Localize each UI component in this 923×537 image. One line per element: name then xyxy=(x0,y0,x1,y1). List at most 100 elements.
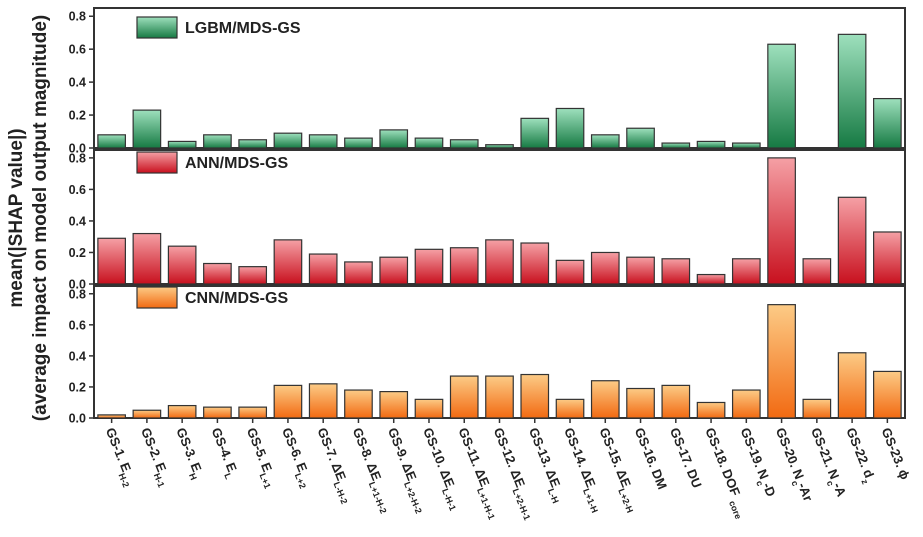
bar xyxy=(379,391,409,419)
bar xyxy=(414,137,444,149)
bar xyxy=(203,134,232,149)
bar xyxy=(344,389,373,419)
bar xyxy=(696,401,726,419)
y-tick-label: 0.8 xyxy=(69,10,86,24)
panel-1: 0.0 0.2 0.4 0.6 0.8 LGBM/MDS-GS xyxy=(69,7,906,156)
bar xyxy=(802,398,832,419)
bar xyxy=(555,398,585,419)
bar xyxy=(414,248,444,285)
bar xyxy=(520,117,550,149)
y-axis-title-line1: mean(|SHAP value|) xyxy=(6,128,27,307)
bar xyxy=(344,261,373,285)
bar xyxy=(731,142,761,149)
bar xyxy=(590,380,620,419)
legend-swatch xyxy=(136,16,178,39)
x-tick-label: GS-13. ΔEL-H xyxy=(522,426,569,505)
bar xyxy=(132,409,162,419)
legend-label: LGBM/MDS-GS xyxy=(185,20,301,37)
bar xyxy=(661,258,691,285)
y-tick-label: 0.0 xyxy=(69,412,86,426)
x-tick-label: GS-2. EH-1 xyxy=(134,426,174,489)
legend-swatch xyxy=(136,286,178,309)
bar xyxy=(873,370,902,419)
x-tick-label: GS-4. EL xyxy=(205,426,242,482)
bar xyxy=(555,259,585,285)
bar xyxy=(767,157,796,285)
bar xyxy=(414,398,444,419)
bar xyxy=(449,247,479,285)
legend-swatch xyxy=(136,151,178,174)
legend-label: CNN/MDS-GS xyxy=(185,290,288,307)
bar xyxy=(132,109,162,149)
bar xyxy=(273,132,303,149)
bar xyxy=(626,127,655,149)
y-tick-label: 0.4 xyxy=(69,76,86,90)
x-tick-label: GS-6. EL+2 xyxy=(275,426,316,491)
y-tick-label: 0.6 xyxy=(69,183,86,197)
bar xyxy=(308,134,338,149)
bar xyxy=(731,389,761,419)
bar xyxy=(203,262,232,285)
x-tick-label: GS-17. DU xyxy=(667,426,705,491)
bar xyxy=(590,134,620,149)
x-tick-label: GS-5. EL+1 xyxy=(240,426,281,491)
bar xyxy=(837,352,867,419)
bar xyxy=(344,137,373,149)
bar xyxy=(238,266,268,285)
bar xyxy=(767,43,796,149)
bar xyxy=(485,239,514,285)
bar xyxy=(731,258,761,285)
bar xyxy=(238,406,268,419)
x-tick-label: GS-16. DM xyxy=(632,426,670,492)
bar xyxy=(449,375,479,419)
y-axis-title-line2: (average impact on model output magnitud… xyxy=(30,15,51,421)
bar xyxy=(167,404,197,419)
bar xyxy=(626,256,655,285)
bar xyxy=(661,384,691,419)
bar xyxy=(167,245,197,285)
x-tick-label: GS-3. EH xyxy=(170,426,207,482)
bar xyxy=(273,384,303,419)
bar xyxy=(379,256,409,285)
bar xyxy=(873,97,902,149)
bar xyxy=(767,304,796,419)
bar xyxy=(132,232,162,285)
bar xyxy=(626,387,655,419)
bar xyxy=(238,139,268,149)
panel-2: 0.0 0.2 0.4 0.6 0.8 ANN/MDS-GS xyxy=(69,149,906,292)
bar xyxy=(873,231,902,285)
y-tick-label: 0.2 xyxy=(69,246,86,260)
y-tick-label: 0.2 xyxy=(69,109,86,123)
bar xyxy=(590,251,620,285)
bar xyxy=(167,140,197,149)
bar xyxy=(837,33,867,149)
bar xyxy=(555,107,585,149)
bar xyxy=(449,139,479,149)
y-tick-label: 0.8 xyxy=(69,151,86,165)
chart-panels: 0.0 0.2 0.4 0.6 0.8 LGBM/MDS-GS 0.0 0.2 0.4 0.6 0.… xyxy=(69,7,906,426)
bar xyxy=(97,134,126,149)
y-tick-label: 0.2 xyxy=(69,380,86,394)
bar xyxy=(203,406,232,419)
y-tick-label: 0.4 xyxy=(69,349,86,363)
bar xyxy=(802,258,832,285)
bar xyxy=(485,375,514,419)
bar xyxy=(97,237,126,285)
y-tick-label: 0.6 xyxy=(69,318,86,332)
bar xyxy=(308,253,338,285)
y-tick-label: 0.0 xyxy=(69,278,86,292)
bar xyxy=(273,239,303,285)
y-axis-title: mean(|SHAP value|) (average impact on mo… xyxy=(6,15,51,421)
y-tick-label: 0.8 xyxy=(69,287,86,301)
bar xyxy=(97,414,126,419)
x-tick-label: GS-23. ϕ xyxy=(879,426,913,482)
legend-label: ANN/MDS-GS xyxy=(185,155,288,172)
bar xyxy=(696,140,726,149)
x-tick-label: GS-7. ΔEL-H-2 xyxy=(311,426,358,506)
x-tick-label: GS-1. EH-2 xyxy=(99,426,139,489)
y-tick-label: 0.6 xyxy=(69,43,86,57)
bar xyxy=(837,196,867,285)
bar xyxy=(661,142,691,149)
